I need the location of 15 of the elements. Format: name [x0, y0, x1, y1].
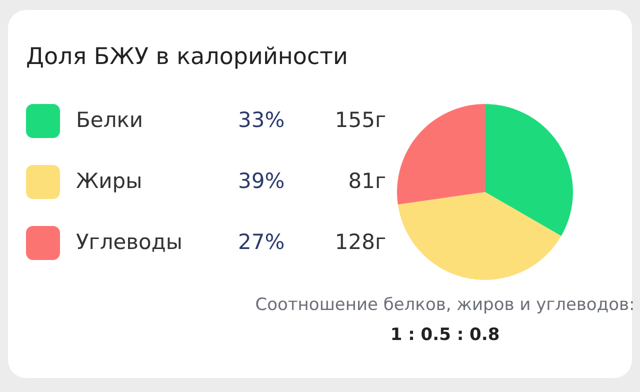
- text: Соотношение белков, жиров и углеводов:: [255, 295, 635, 315]
- pie-slice: [397, 104, 485, 205]
- data-label: 27%: [238, 230, 285, 254]
- text: 155г: [334, 108, 386, 132]
- text: 128г: [334, 230, 386, 254]
- data-label: 33%: [238, 108, 285, 132]
- text: 1 : 0.5 : 0.8: [390, 325, 500, 345]
- legend-label: Углеводы: [76, 230, 182, 254]
- text: 81г: [348, 169, 386, 193]
- pie-slice: [398, 192, 562, 280]
- legend-label: Белки: [76, 108, 144, 132]
- pie-slice: [485, 104, 573, 236]
- chart-title: Доля БЖУ в калорийности: [26, 44, 348, 70]
- data-label: 39%: [238, 169, 285, 193]
- legend-label: Жиры: [76, 169, 142, 193]
